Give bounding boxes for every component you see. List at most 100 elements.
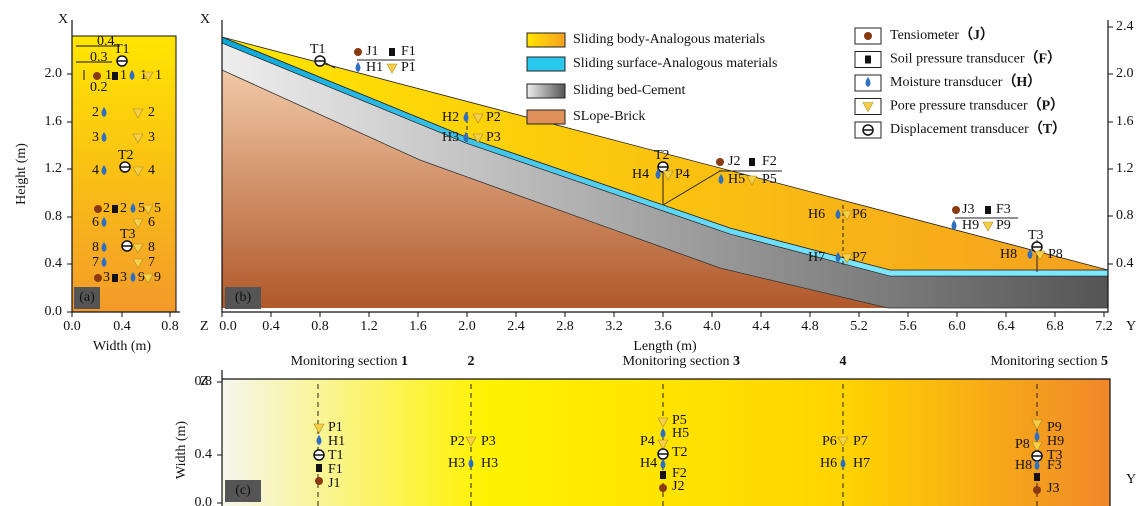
legend-label: Sliding body-Analogous materials — [573, 32, 765, 47]
sensor-label: 5 — [138, 201, 145, 216]
sensor-label: 4 — [92, 163, 99, 178]
sensor-label: P7 — [852, 250, 867, 265]
x-axis-label: Width (m) — [93, 339, 151, 354]
axis-letter: X — [58, 12, 68, 27]
section-number: 3 — [733, 354, 740, 369]
soil-pressure — [389, 48, 395, 56]
sensor-label: P8 — [1015, 437, 1030, 452]
sensor-label: J2 — [672, 479, 684, 494]
x-tick-label: 0.0 — [63, 319, 81, 334]
sensor-label: H9 — [1047, 434, 1064, 449]
pore-pressure — [387, 64, 397, 73]
sensor-label: T1 — [310, 42, 326, 57]
x-tick-label: 5.6 — [899, 319, 917, 334]
sensor-label: H5 — [672, 426, 689, 441]
sensor-label: 1 — [155, 68, 162, 83]
sensor-label: F3 — [996, 202, 1011, 217]
dimension: 0.4 — [97, 34, 115, 49]
sensor-label: 3 — [120, 270, 127, 285]
section-label: 2 — [468, 354, 475, 369]
sensor-label: P3 — [481, 434, 496, 449]
sensor-label: 2 — [120, 201, 127, 216]
sensor-label: 6 — [148, 215, 155, 230]
x-tick-label: 4.0 — [703, 319, 721, 334]
sensor-label: J3 — [1047, 481, 1059, 496]
sensor-label: P2 — [486, 110, 501, 125]
y-tick-label: 0.0 — [45, 304, 63, 319]
legend-symbol: （P） — [1028, 98, 1065, 114]
x-tick-label: 6.4 — [997, 319, 1015, 334]
section-label: Monitoring section 3 — [623, 354, 740, 369]
legend-swatch — [527, 57, 565, 71]
sensor-label: 9 — [138, 270, 145, 285]
legend-label: SLope-Brick — [573, 109, 645, 124]
sensor-label: T1 — [328, 448, 344, 463]
x-tick-label: 4.4 — [752, 319, 770, 334]
sensor-label: H9 — [962, 218, 979, 233]
tensiometer — [315, 477, 323, 485]
tensiometer — [952, 206, 960, 214]
soil-pressure — [865, 56, 871, 64]
legend-symbol: （T） — [1029, 121, 1066, 137]
legend-label: Pore pressure transducer（P） — [890, 98, 1064, 114]
sensor-label: P4 — [675, 167, 690, 182]
sensor-label: F1 — [328, 462, 343, 477]
sensor-label: H8 — [1015, 458, 1032, 473]
sensor-label: 7 — [148, 255, 155, 270]
legend-symbol: （F） — [1025, 51, 1062, 67]
section-label: Monitoring section 1 — [291, 354, 408, 369]
sensor-label: P3 — [486, 130, 501, 145]
x-axis-label: Length (m) — [633, 339, 697, 354]
x-tick-label: 0.8 — [161, 319, 179, 334]
sensor-label: P6 — [822, 434, 837, 449]
section-label: 4 — [840, 354, 847, 369]
sensor-label: P8 — [1048, 247, 1063, 262]
tensiometer — [94, 205, 102, 213]
sensor-label: 3 — [92, 130, 99, 145]
sensor-label: H3 — [442, 130, 459, 145]
y-tick-label: 2.0 — [1116, 66, 1134, 81]
axis-letter: Y — [1126, 472, 1136, 487]
sensor-label: 4 — [148, 163, 155, 178]
x-tick-label: 0.4 — [262, 319, 280, 334]
panel-tag: (a) — [79, 290, 95, 305]
sensor-label: H4 — [640, 456, 657, 471]
soil-pressure — [749, 158, 755, 166]
y-tick-label: 1.6 — [1116, 114, 1134, 129]
moisture — [356, 62, 361, 72]
legend-label: Displacement transducer（T） — [890, 121, 1066, 137]
legend-swatch — [527, 33, 565, 47]
x-tick-label: 2.0 — [458, 319, 476, 334]
panel-tag: (b) — [235, 290, 252, 305]
legend-symbol: （J） — [959, 27, 994, 43]
x-tick-label: 2.8 — [556, 319, 574, 334]
sensor-label: F2 — [762, 154, 777, 169]
legend-swatch — [527, 110, 565, 124]
legend-label: Sliding bed-Cement — [573, 83, 685, 98]
x-tick-label: 3.6 — [654, 319, 672, 334]
sensor-label: H6 — [820, 456, 837, 471]
tensiometer — [93, 72, 101, 80]
sensor-label: P2 — [450, 434, 465, 449]
y-tick-label: 0.4 — [1116, 256, 1134, 271]
tensiometer — [864, 32, 872, 40]
sensor-label: H6 — [808, 207, 825, 222]
section-number: 4 — [840, 354, 847, 369]
figure: X0.00.40.81.21.62.00.00.40.8Height (m)Wi… — [0, 0, 1140, 506]
legend-symbol: （H） — [1002, 74, 1041, 90]
y-tick-label: 1.2 — [1116, 161, 1134, 176]
x-tick-label: 6.0 — [948, 319, 966, 334]
y-tick-label: 0.8 — [1116, 208, 1134, 223]
sensor-label: T1 — [114, 42, 130, 57]
sensor-label: F1 — [401, 44, 416, 59]
x-tick-label: 5.2 — [850, 319, 868, 334]
y-tick-label: 2.0 — [45, 66, 63, 81]
sensor-label: 1 — [105, 68, 112, 83]
x-tick-label: 1.6 — [409, 319, 427, 334]
soil-pressure — [316, 464, 322, 472]
section-number: 5 — [1101, 354, 1108, 369]
x-tick-label: 3.2 — [605, 319, 623, 334]
tensiometer — [716, 158, 724, 166]
section-label: Monitoring section 5 — [991, 354, 1108, 369]
sensor-label: 1 — [120, 68, 127, 83]
